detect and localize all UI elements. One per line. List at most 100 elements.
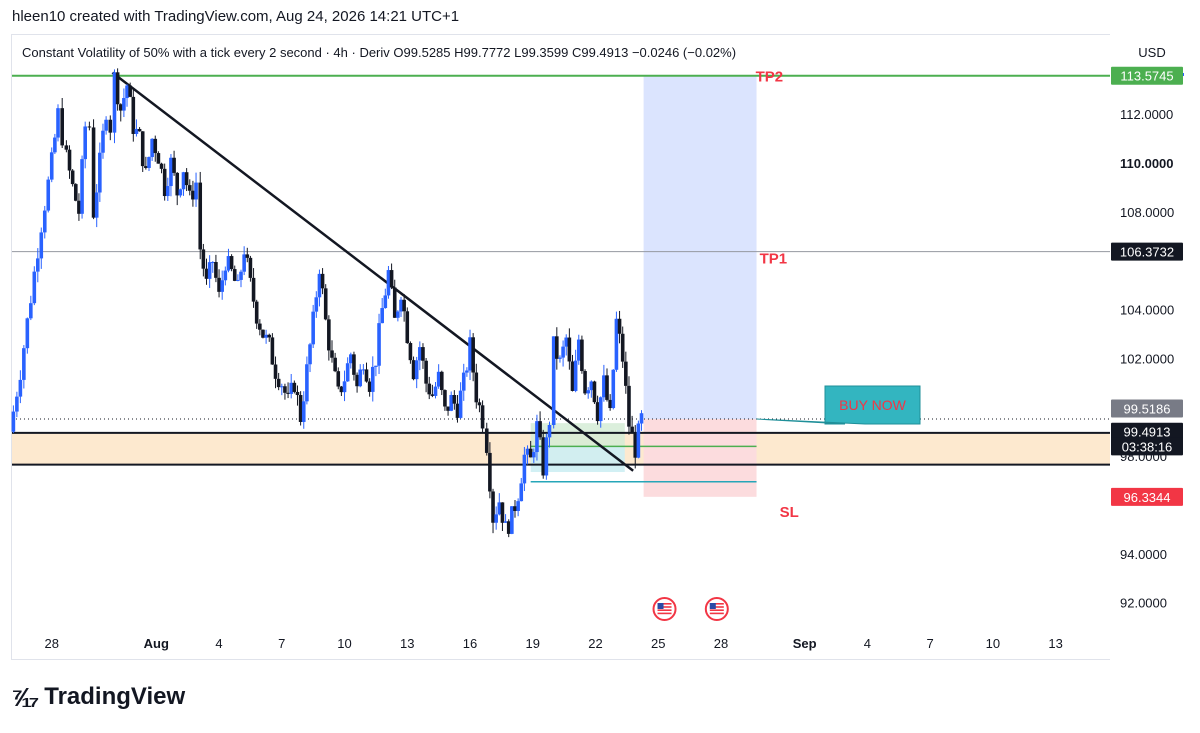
candle-body [94,192,99,218]
candle-body [22,348,26,380]
candle-body [452,395,457,404]
candle [402,293,406,322]
candle [248,255,253,282]
candle [494,506,498,530]
candle-body [414,360,419,380]
flag-stripe [709,606,724,608]
stop-zone [643,419,757,497]
candle-body [430,394,435,396]
candle [156,151,161,164]
open-label: O [393,45,403,60]
candle [358,364,363,388]
candle [134,119,139,137]
candle [29,295,33,321]
time-tick-label: 13 [400,636,414,651]
candle [150,138,154,161]
candle [73,183,78,202]
candle [178,188,183,198]
time-tick-label: 19 [526,636,540,651]
candle [611,369,616,410]
candle [561,340,565,367]
high-label: H [454,45,463,60]
candle [270,333,275,365]
candle [60,97,64,149]
candle [449,391,453,412]
tp1-label: TP1 [760,251,788,268]
candle-body [101,130,105,153]
candle [115,68,120,111]
candle-body [320,273,325,289]
candle-body [503,521,508,523]
time-tick-label: 4 [864,636,871,651]
price-tag: 99.5186 [1124,402,1171,417]
close-label: C [572,45,581,60]
price-tag-bg [1111,399,1183,418]
candle-body [137,128,142,132]
candle [56,104,60,142]
candle [94,184,99,228]
candle-body [175,172,180,196]
candle-body [471,337,475,373]
candle [112,69,117,144]
candle [602,364,606,402]
candle-body [156,153,161,164]
candle [461,363,466,401]
labels-layer: TP2 TP1 SL BUY NOW [652,69,921,621]
candle [455,395,460,423]
candle [122,88,126,118]
time-tick-label: 4 [215,636,222,651]
flag-canton [657,603,664,609]
candle [580,335,584,374]
candle [83,121,87,169]
candle-body [567,337,572,362]
candle-body [611,369,616,409]
candle [295,385,300,406]
candle [108,115,113,141]
candle-body [336,371,341,387]
candle-body [355,374,359,387]
time-tick-label: 16 [463,636,477,651]
candle-body [468,337,472,371]
candle-body [323,288,328,320]
candle [439,370,444,396]
candle-body [424,360,428,384]
us-flag-icon[interactable] [704,597,729,621]
candle-body [555,336,559,359]
candle [484,422,489,456]
candle-body [267,334,272,338]
candle-body [118,104,123,111]
candle [283,383,287,400]
candle [210,261,215,273]
sl-label: SL [780,504,799,521]
candle [229,254,234,272]
candle [617,310,622,344]
candle [500,502,505,532]
candle [630,415,634,433]
tradingview-logo[interactable]: ⁷⁄₁₇ TradingView [12,682,185,712]
candle [361,364,366,375]
candle [162,163,167,201]
candle-body [32,271,37,304]
candle [159,162,164,174]
candle-body [538,421,542,438]
candle [298,391,303,426]
candle [144,156,148,170]
candle [317,269,322,307]
price-tag-bg [1111,437,1183,456]
candle [18,370,23,404]
candle [614,311,619,372]
candle-body [620,333,625,362]
candle-body [292,382,297,392]
candle-body [64,145,69,150]
candle [339,385,344,397]
candle [528,440,533,458]
candle-body [35,258,40,272]
us-flag-icon[interactable] [652,597,677,621]
candle [374,365,378,377]
candle [392,279,397,318]
candle-body [217,277,221,292]
candle [104,116,108,135]
candle [226,248,231,273]
candle-body [624,361,628,386]
